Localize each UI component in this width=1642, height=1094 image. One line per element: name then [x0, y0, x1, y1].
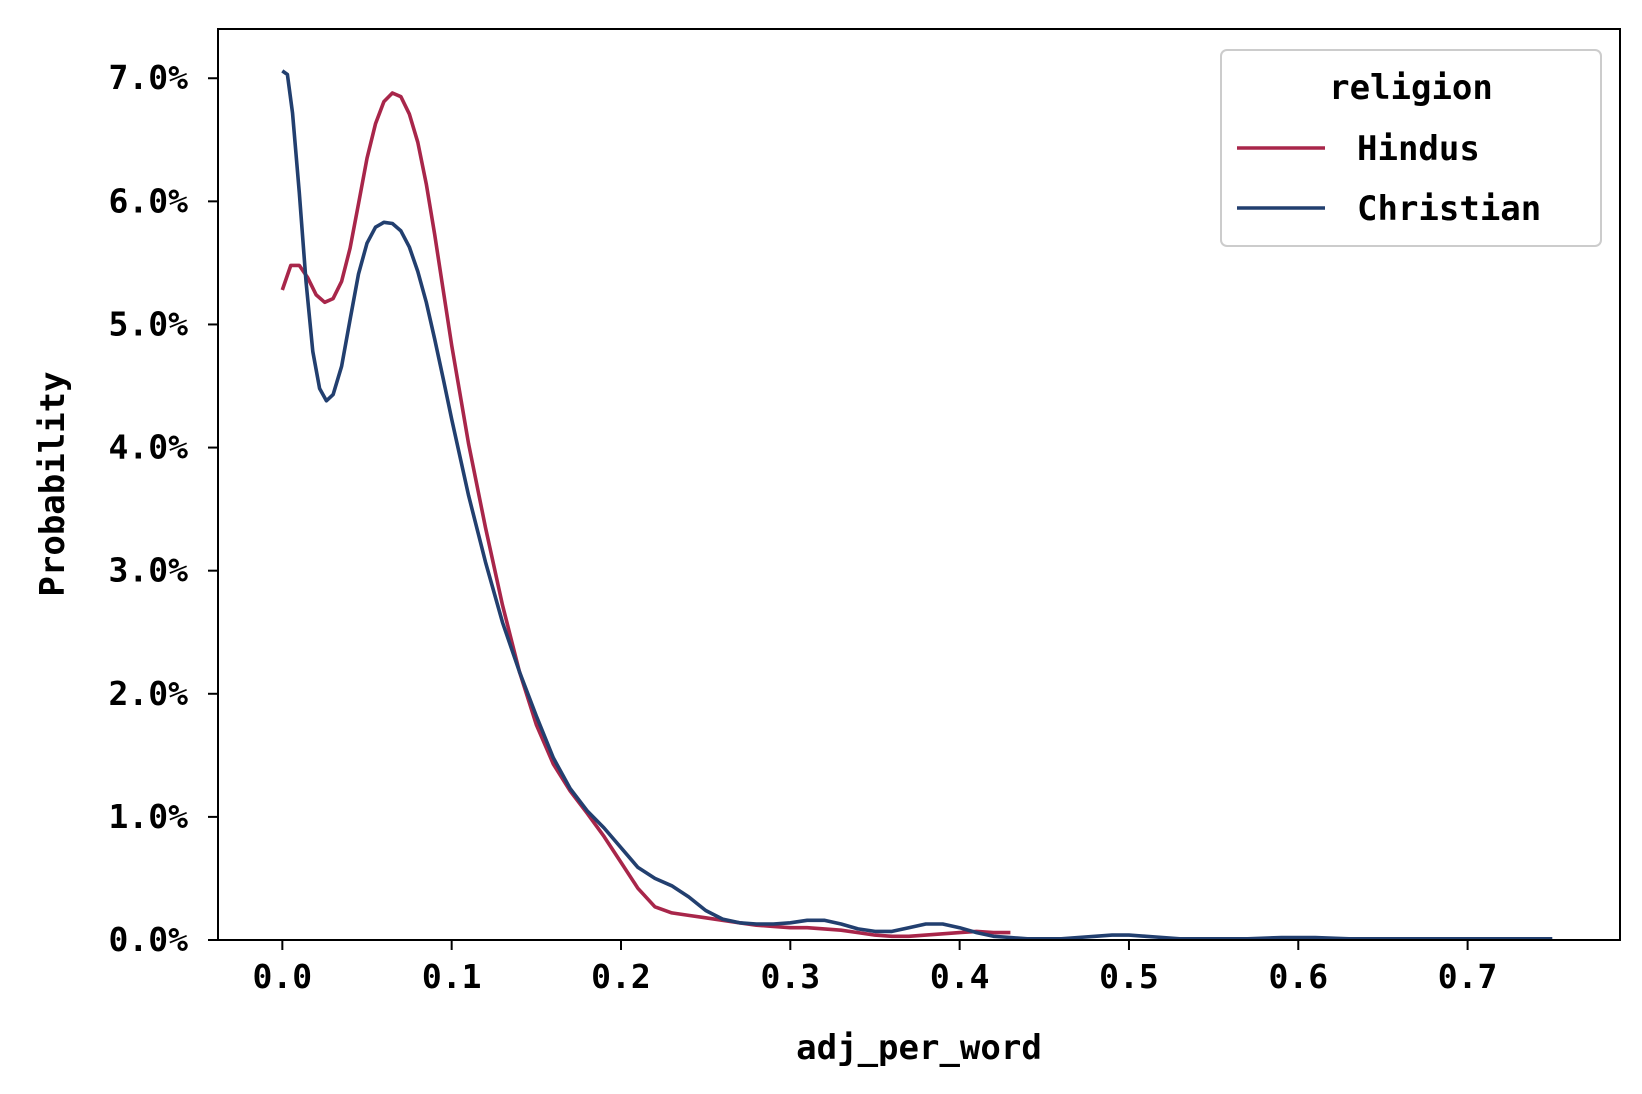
- y-tick-label: 0.0%: [109, 920, 189, 959]
- legend: religion Hindus Christian: [1220, 49, 1602, 247]
- y-tick-label: 6.0%: [109, 181, 189, 220]
- plot-frame: [217, 28, 1621, 941]
- x-tick-label: 0.1: [422, 957, 482, 996]
- y-tick-label: 4.0%: [109, 428, 189, 467]
- series-layer: [280, 69, 1553, 941]
- x-tick-label: 0.7: [1438, 957, 1498, 996]
- x-tick-label: 0.4: [930, 957, 990, 996]
- x-tick-label: 0.5: [1099, 957, 1159, 996]
- y-tick-label: 1.0%: [109, 797, 189, 836]
- y-tick-label: 2.0%: [109, 674, 189, 713]
- series-line-hindus: [280, 91, 1011, 939]
- x-axis-label: adj_per_word: [796, 1028, 1042, 1068]
- y-axis-label: Probability: [33, 371, 73, 596]
- x-tick-label: 0.6: [1268, 957, 1328, 996]
- x-tick-label: 0.2: [591, 957, 651, 996]
- legend-label-christian: Christian: [1357, 189, 1541, 229]
- y-axis: 0.0% 1.0% 2.0% 3.0% 4.0% 5.0% 6.0% 7.0%: [109, 58, 218, 959]
- y-tick-label: 3.0%: [109, 551, 189, 590]
- y-tick-label: 7.0%: [109, 58, 189, 97]
- x-tick-label: 0.3: [761, 957, 821, 996]
- series-line-christian: [281, 69, 1553, 941]
- legend-box: [1220, 49, 1602, 247]
- y-tick-label: 5.0%: [109, 304, 189, 343]
- legend-label-hindus: Hindus: [1357, 129, 1480, 169]
- legend-title: religion: [1329, 68, 1493, 108]
- x-axis: 0.0 0.1 0.2 0.3 0.4 0.5 0.6 0.7: [253, 940, 1498, 996]
- x-tick-label: 0.0: [253, 957, 313, 996]
